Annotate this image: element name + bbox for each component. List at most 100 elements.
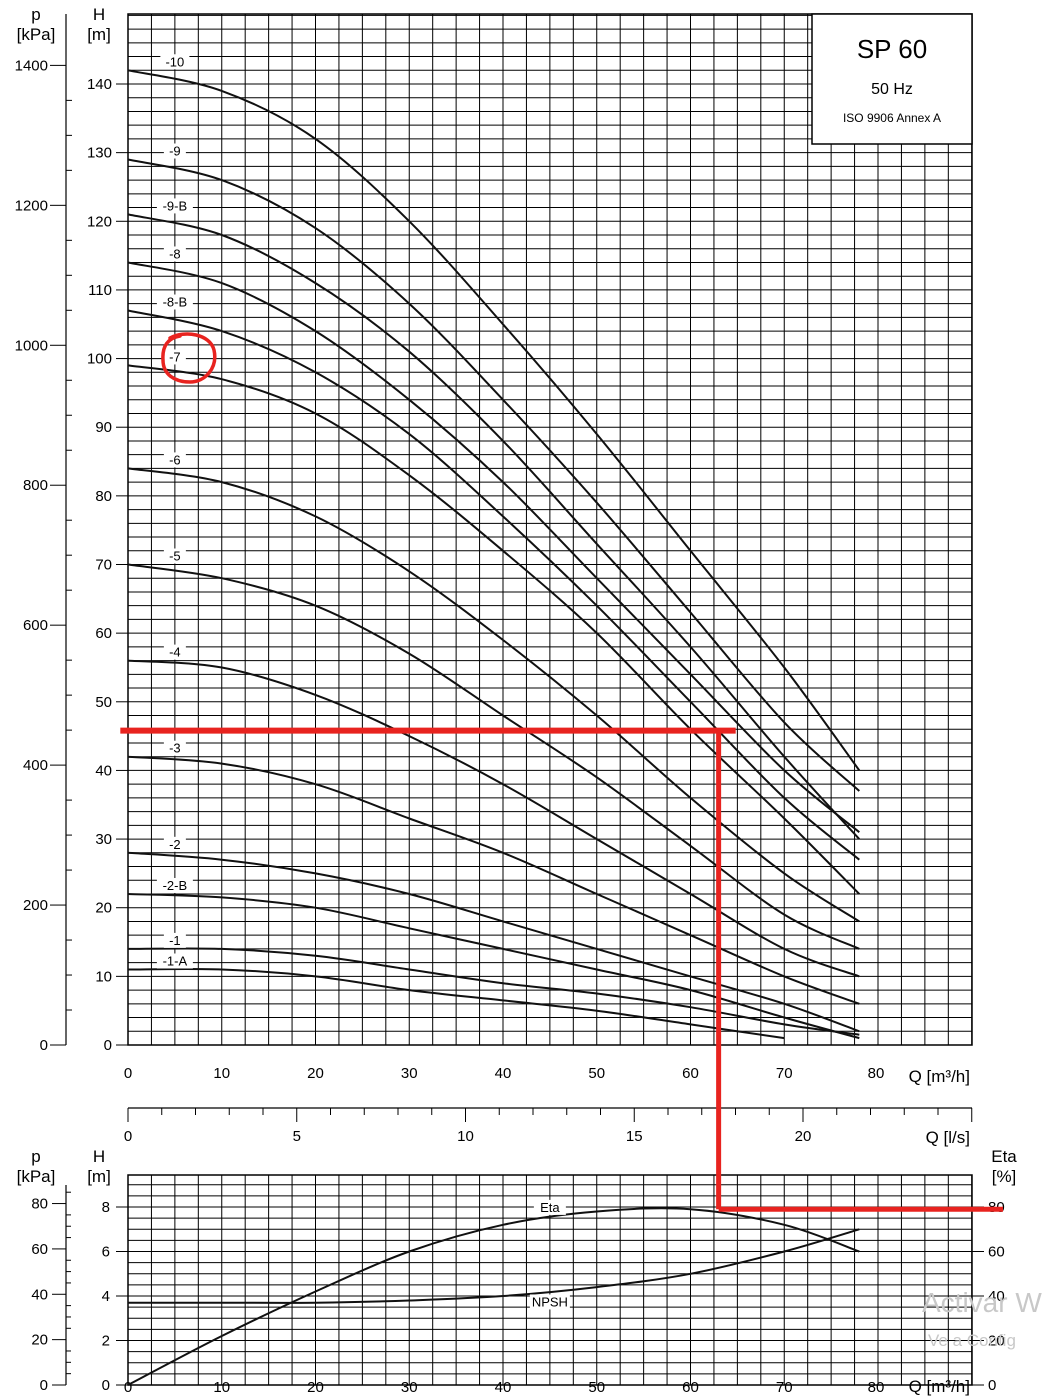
upper-p-tick-label: 600: [23, 617, 48, 634]
curve-label-bg: [156, 198, 193, 214]
series-label-bg: [529, 1294, 570, 1310]
lower-h-tick-label: 8: [102, 1199, 110, 1216]
curve-label-8-b: -8-B: [163, 295, 188, 310]
ls-tick-label: 5: [293, 1128, 301, 1145]
ls-tick-label: 15: [626, 1128, 643, 1145]
pump-curve-5: [127, 563, 860, 950]
lower-p-tick-label: 0: [40, 1377, 48, 1394]
upper-h-tick-label: 80: [95, 488, 112, 505]
ls-tick-label: 0: [124, 1128, 132, 1145]
info-box-frame: [811, 13, 973, 145]
lower-q-tick-label: 80: [868, 1379, 885, 1396]
watermark: Activar W Ve a Config: [922, 1287, 1042, 1350]
curve-label-bg: [163, 143, 186, 159]
lower-q-tick-label: 40: [495, 1379, 512, 1396]
lower-p-unit: [kPa]: [17, 1167, 56, 1186]
upper-h-tick-label: 130: [87, 145, 112, 162]
lower-p-tick-label: 60: [31, 1241, 48, 1258]
pump-curve-2: [127, 851, 860, 1033]
upper-frame-rect: [127, 13, 973, 1046]
curve-label-8: -8: [169, 246, 181, 261]
upper-h-tick-label: 50: [95, 694, 112, 711]
eta-label: Eta: [991, 1147, 1017, 1166]
curve-label-bg: [156, 953, 193, 969]
curve-label-2: -2: [169, 837, 181, 852]
pump-curve-9: [127, 158, 860, 792]
curve-label-2-b: -2-B: [163, 878, 188, 893]
lower-p-tick-label: 20: [31, 1332, 48, 1349]
lower-h-tick-label: 4: [102, 1288, 110, 1305]
labels-layer: -10 -9 -9-B -8 -8-B -7 -6 -5 -4 -3 -2 -2-B -1 -1-A Eta…: [156, 54, 570, 1310]
curve-label-bg: [156, 294, 193, 310]
lower-h-tick-label: 0: [102, 1377, 110, 1394]
watermark-line2: Ve a Config: [928, 1331, 1016, 1350]
upper-q-label: Q [m³/h]: [909, 1067, 970, 1086]
upper-axis-titles: p [kPa] H [m] Q [m³/h] Q [l/s]: [17, 5, 970, 1147]
lower-q-tick-label: 10: [213, 1379, 230, 1396]
upper-h-tick-label: 70: [95, 557, 112, 574]
eta-curve-label: Eta: [540, 1200, 560, 1215]
upper-h-tick-label: 120: [87, 213, 112, 230]
pump-curve-10: [127, 69, 861, 771]
axes-layer: 0200400600800100012001400010203040506070…: [15, 14, 1005, 1396]
pump-curve-4: [127, 659, 860, 978]
curve-label-bg: [163, 349, 186, 365]
upper-h-tick-label: 60: [95, 625, 112, 642]
upper-q-tick-label: 30: [401, 1065, 418, 1082]
ls-tick-label: 10: [457, 1128, 474, 1145]
eta-unit: [%]: [992, 1167, 1017, 1186]
eta-tick-label: 60: [988, 1244, 1005, 1261]
series-label-bg: [533, 1199, 566, 1215]
lower-plot-frame: [127, 1174, 973, 1386]
eta-tick-label: 0: [988, 1377, 996, 1394]
lower-q-label: Q [m³/h]: [909, 1377, 970, 1396]
upper-p-unit: [kPa]: [17, 25, 56, 44]
curve-label-3: -3: [169, 741, 181, 756]
lower-p-tick-label: 80: [31, 1196, 48, 1213]
upper-p-tick-label: 1000: [15, 337, 48, 354]
lower-frame-rect: [127, 1174, 973, 1386]
lower-q-tick-label: 50: [588, 1379, 605, 1396]
frequency-label: 50 Hz: [871, 81, 913, 98]
upper-h-tick-label: 0: [104, 1037, 112, 1054]
curve-label-5: -5: [169, 549, 181, 564]
pump-curve-9-b: [127, 213, 861, 840]
info-box: SP 60 50 Hz ISO 9906 Annex A: [811, 13, 973, 145]
pump-curve-7: [127, 364, 861, 895]
lower-p-label: p: [31, 1147, 40, 1166]
pump-curve-2-b: [127, 893, 860, 1040]
curve-label-bg: [156, 877, 193, 893]
npsh-curve-label: NPSH: [532, 1294, 568, 1309]
upper-q-tick-label: 10: [213, 1065, 230, 1082]
curve-label-bg: [163, 452, 186, 468]
curve-label-bg: [163, 836, 186, 852]
upper-q-tick-label: 20: [307, 1065, 324, 1082]
pump-curve-1-a: [127, 967, 785, 1040]
upper-h-label: H: [93, 5, 105, 24]
pump-curve-3: [127, 755, 860, 1005]
lower-q-tick-label: 70: [776, 1379, 793, 1396]
upper-q-tick-label: 60: [682, 1065, 699, 1082]
upper-p-label: p: [31, 5, 40, 24]
curve-label-bg: [160, 54, 190, 70]
upper-p-tick-label: 400: [23, 757, 48, 774]
curve-label-1: -1: [169, 933, 181, 948]
annotation-layer: [120, 332, 1003, 1212]
upper-p-tick-label: 0: [40, 1037, 48, 1054]
lower-h-tick-label: 6: [102, 1244, 110, 1261]
upper-q-tick-label: 80: [868, 1065, 885, 1082]
pump-curve-1: [127, 947, 860, 1036]
pump-curve-8: [127, 261, 860, 833]
upper-h-tick-label: 110: [88, 282, 112, 299]
curve-label-9-b: -9-B: [163, 198, 188, 213]
lower-q-tick-label: 60: [682, 1379, 699, 1396]
upper-h-tick-label: 40: [95, 762, 112, 779]
upper-plot-frame: [127, 13, 973, 1046]
model-name: SP 60: [857, 34, 927, 64]
upper-h-tick-label: 10: [95, 968, 112, 985]
curve-label-bg: [163, 644, 186, 660]
upper-q-tick-label: 40: [495, 1065, 512, 1082]
upper-p-tick-label: 800: [23, 477, 48, 494]
curve-label-10: -10: [165, 54, 184, 69]
eta-tick-label: 40: [988, 1288, 1005, 1305]
